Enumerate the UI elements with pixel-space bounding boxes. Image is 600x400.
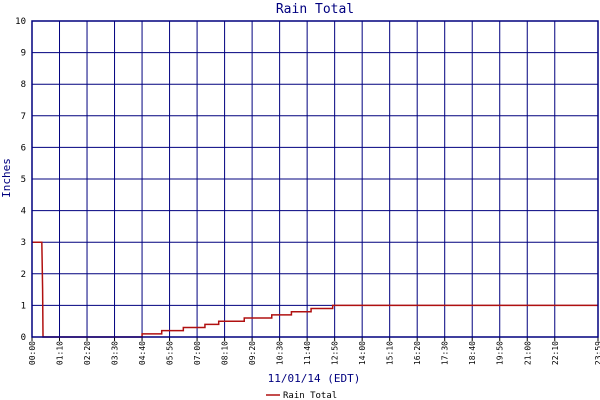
y-tick-label: 8 — [21, 80, 26, 90]
x-tick-label: 10:30 — [276, 341, 285, 365]
x-tick-label: 03:30 — [111, 341, 120, 365]
plot-frame — [31, 20, 599, 338]
x-tick-label: 02:20 — [83, 341, 92, 365]
y-axis-label: Inches — [0, 158, 13, 198]
x-axis-label: 11/01/14 (EDT) — [268, 372, 361, 385]
x-tick-label: 04:40 — [138, 341, 147, 365]
legend: Rain Total — [266, 391, 337, 400]
legend-label-rain-total: Rain Total — [283, 391, 337, 400]
x-tick-label: 18:40 — [468, 341, 477, 365]
x-tick-label: 23:59 — [594, 341, 600, 365]
x-tick-label: 15:10 — [386, 341, 395, 365]
x-tick-label: 21:00 — [523, 341, 532, 365]
x-tick-label: 17:30 — [441, 341, 450, 365]
y-tick-label: 2 — [21, 270, 26, 280]
x-tick-label: 09:20 — [248, 341, 257, 365]
y-tick-label: 1 — [21, 301, 26, 311]
y-tick-label: 4 — [21, 207, 26, 217]
x-tick-label: 16:20 — [413, 341, 422, 365]
x-tick-label: 08:10 — [221, 341, 230, 365]
x-tick-label: 01:10 — [56, 341, 65, 365]
x-tick-labels: 00:00 01:10 02:20 03:30 04:40 05:50 07:00 08:10… — [28, 341, 600, 365]
x-tick-label: 22:10 — [551, 341, 560, 365]
y-tick-label: 6 — [21, 143, 26, 153]
x-tick-label: 05:50 — [166, 341, 175, 365]
y-tick-label: 5 — [21, 175, 26, 185]
y-tick-label: 7 — [21, 112, 26, 122]
y-tick-label: 9 — [21, 49, 26, 59]
y-tick-label: 0 — [21, 333, 26, 343]
x-tick-label: 00:00 — [28, 341, 37, 365]
x-tick-label: 19:50 — [496, 341, 505, 365]
x-tick-label: 14:00 — [358, 341, 367, 365]
x-tick-label: 11:40 — [303, 341, 312, 365]
x-tick-label: 07:00 — [193, 341, 202, 365]
y-tick-labels: 0 1 2 3 4 5 6 7 8 9 10 — [15, 17, 26, 343]
chart-title: Rain Total — [276, 2, 354, 17]
y-tick-label: 10 — [15, 17, 26, 27]
y-tick-label: 3 — [21, 238, 26, 248]
x-tick-label: 12:50 — [331, 341, 340, 365]
